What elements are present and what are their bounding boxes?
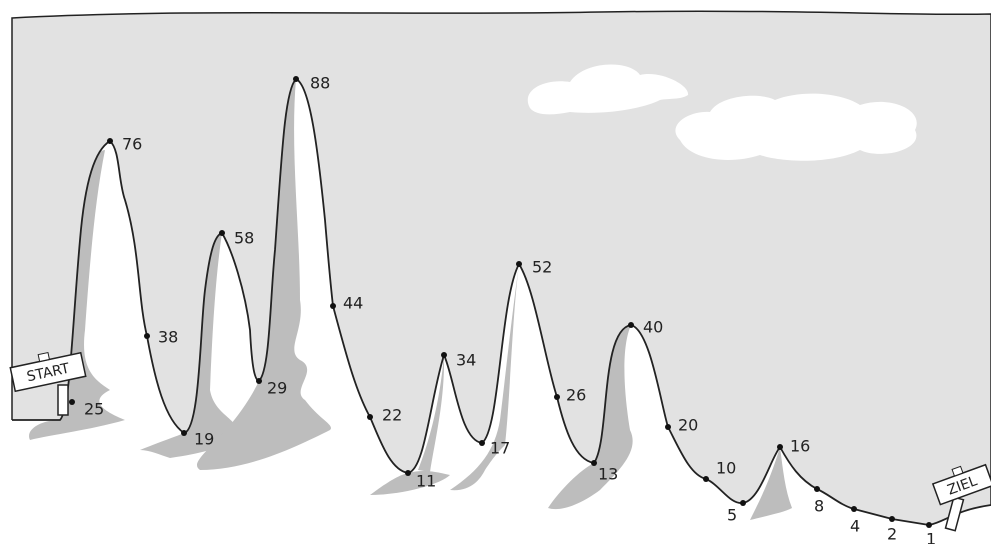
dot <box>926 522 932 528</box>
dot <box>144 333 150 339</box>
dot <box>889 516 895 522</box>
dot-label: 44 <box>343 294 363 313</box>
dot <box>777 444 783 450</box>
dot <box>479 440 485 446</box>
dot-label: 58 <box>234 229 254 248</box>
dot <box>628 322 634 328</box>
dot-label: 88 <box>310 74 330 93</box>
page: {"signs": {"start": "START", "finish": "… <box>0 0 991 544</box>
dot-label: 20 <box>678 416 698 435</box>
dot <box>665 424 671 430</box>
dot <box>219 230 225 236</box>
dot-label: 52 <box>532 258 552 277</box>
dot-label: 26 <box>566 386 586 405</box>
dot-label: 34 <box>456 351 476 370</box>
dot <box>740 500 746 506</box>
dot <box>554 394 560 400</box>
dot-label: 29 <box>267 379 287 398</box>
dot-label: 25 <box>84 400 104 419</box>
dot-label: 13 <box>598 465 618 484</box>
dot <box>591 460 597 466</box>
dot-label: 40 <box>643 318 663 337</box>
dot <box>703 476 709 482</box>
dot-label: 5 <box>727 506 737 525</box>
dot-label: 16 <box>790 437 810 456</box>
dot-label: 19 <box>194 430 214 449</box>
dot-label: 8 <box>814 497 824 516</box>
dot <box>516 261 522 267</box>
dot <box>256 378 262 384</box>
dot-label: 22 <box>382 406 402 425</box>
dot-label: 4 <box>850 517 860 536</box>
dot <box>330 303 336 309</box>
dot-label: 11 <box>416 472 436 491</box>
dot <box>405 470 411 476</box>
dot-label: 2 <box>887 525 897 544</box>
illustration: START ZIEL 25763819582988442211341752261… <box>0 0 991 544</box>
dot <box>367 414 373 420</box>
dot-label: 38 <box>158 328 178 347</box>
dot-label: 76 <box>122 135 142 154</box>
dot <box>293 76 299 82</box>
dot <box>441 352 447 358</box>
dot <box>69 399 75 405</box>
dot <box>181 430 187 436</box>
dot <box>107 138 113 144</box>
dot <box>814 486 820 492</box>
dot-label: 17 <box>490 439 510 458</box>
left-margin <box>0 0 11 544</box>
dot-label: 1 <box>926 530 936 544</box>
dot <box>851 506 857 512</box>
dot-label: 10 <box>716 459 736 478</box>
